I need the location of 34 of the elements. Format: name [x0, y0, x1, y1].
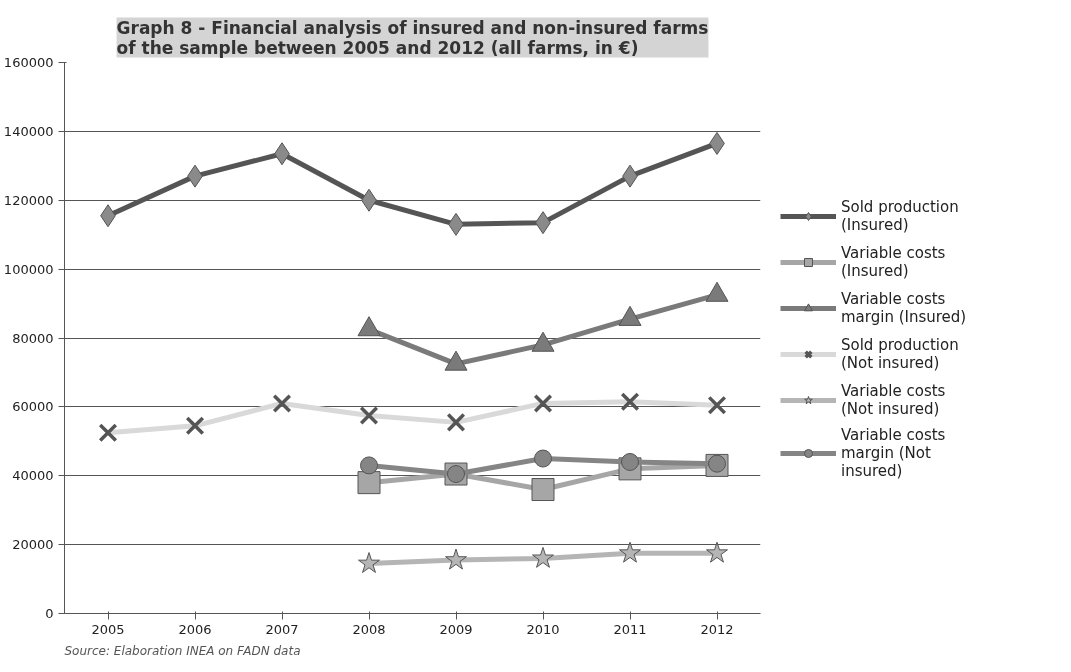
point — [619, 541, 641, 563]
y-tick-label: 80000 — [12, 330, 54, 346]
y-tick-label: 0 — [45, 606, 54, 621]
legend-label: Sold production (Not insured) — [841, 334, 959, 374]
y-tick-label: 160000 — [3, 55, 54, 70]
legend-label: Variable costs (Not insured) — [841, 380, 946, 420]
x-tick-label: 2011 — [613, 621, 647, 637]
point — [534, 449, 552, 468]
point — [706, 541, 728, 563]
y-tick-label: 60000 — [12, 399, 54, 415]
x-tick-label: 2008 — [352, 621, 386, 637]
y-tick-label: 40000 — [12, 468, 54, 484]
point — [357, 471, 381, 495]
point — [531, 478, 555, 502]
x-tick-label: 2005 — [91, 621, 125, 637]
source-note: Source: Elaboration INEA on FADN data — [64, 643, 301, 658]
legend-label: Variable costs margin (Insured) — [841, 288, 967, 328]
point — [445, 548, 467, 570]
legend-label: Sold production (Insured) — [841, 196, 959, 236]
x-tick-label: 2006 — [178, 621, 212, 637]
x-tick-label: 2012 — [700, 621, 734, 637]
legend-label: Variable costs (Insured) — [841, 242, 946, 282]
x-tick-label: 2009 — [439, 621, 473, 637]
point — [358, 552, 380, 573]
chart-title: Graph 8 - Financial analysis of insured and non-insured farms of the sample between 2005 and 2012 (all farms, in €) — [116, 17, 709, 58]
point — [532, 546, 554, 568]
point — [360, 456, 378, 475]
x-tick-label: 2007 — [265, 621, 299, 637]
y-tick-label: 120000 — [3, 192, 54, 208]
y-tick-label: 20000 — [12, 537, 54, 553]
legend-label: Variable costs margin (Not insured) — [841, 425, 946, 480]
y-tick-label: 100000 — [3, 261, 54, 277]
x-tick-label: 2010 — [526, 621, 560, 637]
y-tick-label: 140000 — [3, 123, 54, 139]
